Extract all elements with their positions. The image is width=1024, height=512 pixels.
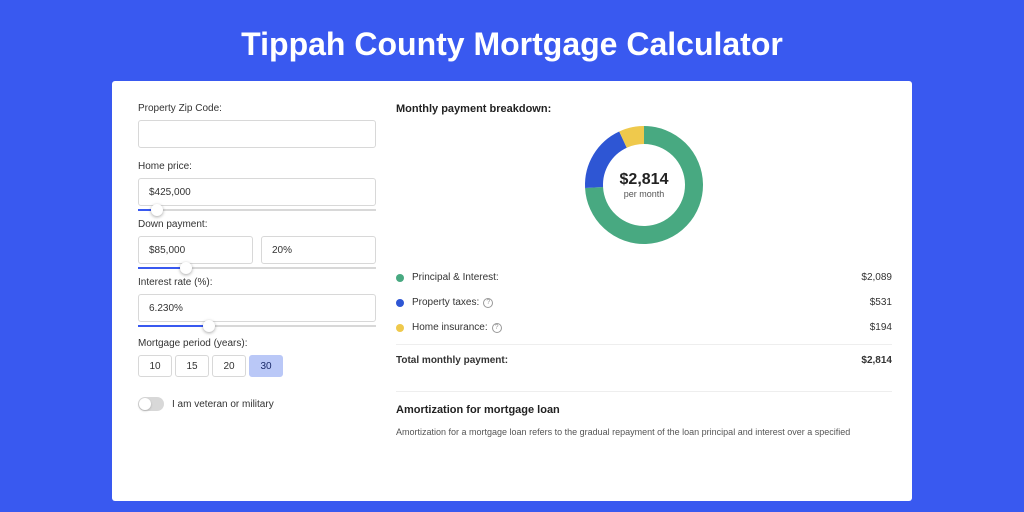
form-panel: Property Zip Code: Home price: Down paym… (138, 103, 376, 491)
down-payment-amount-input[interactable] (138, 236, 253, 264)
period-buttons: 10152030 (138, 355, 376, 377)
legend-label: Principal & Interest: (412, 272, 861, 283)
legend: Principal & Interest:$2,089Property taxe… (396, 265, 892, 340)
period-button-10[interactable]: 10 (138, 355, 172, 377)
zip-group: Property Zip Code: (138, 103, 376, 148)
period-group: Mortgage period (years): 10152030 (138, 338, 376, 377)
legend-label: Home insurance:? (412, 322, 870, 333)
amortization-text: Amortization for a mortgage loan refers … (396, 426, 892, 440)
amortization-title: Amortization for mortgage loan (396, 404, 892, 416)
legend-dot (396, 274, 404, 282)
legend-row: Home insurance:?$194 (396, 315, 892, 340)
period-button-30[interactable]: 30 (249, 355, 283, 377)
page-title: Tippah County Mortgage Calculator (0, 0, 1024, 81)
legend-row: Property taxes:?$531 (396, 290, 892, 315)
down-payment-slider[interactable] (138, 267, 376, 269)
calculator-card: Property Zip Code: Home price: Down paym… (112, 81, 912, 501)
legend-row: Principal & Interest:$2,089 (396, 265, 892, 290)
interest-rate-label: Interest rate (%): (138, 277, 376, 288)
down-payment-group: Down payment: (138, 219, 376, 264)
down-payment-label: Down payment: (138, 219, 376, 230)
interest-rate-group: Interest rate (%): (138, 277, 376, 322)
interest-rate-slider[interactable] (138, 325, 376, 327)
breakdown-title: Monthly payment breakdown: (396, 103, 892, 115)
home-price-input[interactable] (138, 178, 376, 206)
veteran-label: I am veteran or military (172, 399, 274, 410)
home-price-slider[interactable] (138, 209, 376, 211)
legend-dot (396, 299, 404, 307)
help-icon[interactable]: ? (492, 323, 502, 333)
donut-sub: per month (624, 189, 665, 199)
down-payment-percent-input[interactable] (261, 236, 376, 264)
legend-value: $2,089 (861, 272, 892, 283)
breakdown-panel: Monthly payment breakdown: $2,814 per mo… (396, 103, 892, 491)
veteran-row: I am veteran or military (138, 397, 376, 411)
veteran-toggle[interactable] (138, 397, 164, 411)
total-label: Total monthly payment: (396, 355, 861, 366)
zip-label: Property Zip Code: (138, 103, 376, 114)
legend-value: $194 (870, 322, 892, 333)
total-row: Total monthly payment: $2,814 (396, 344, 892, 373)
legend-value: $531 (870, 297, 892, 308)
zip-input[interactable] (138, 120, 376, 148)
interest-rate-input[interactable] (138, 294, 376, 322)
home-price-group: Home price: (138, 161, 376, 206)
amortization-section: Amortization for mortgage loan Amortizat… (396, 391, 892, 440)
period-button-15[interactable]: 15 (175, 355, 209, 377)
period-label: Mortgage period (years): (138, 338, 376, 349)
help-icon[interactable]: ? (483, 298, 493, 308)
donut-chart: $2,814 per month (584, 125, 704, 245)
home-price-label: Home price: (138, 161, 376, 172)
donut-amount: $2,814 (620, 171, 669, 189)
period-button-20[interactable]: 20 (212, 355, 246, 377)
legend-label: Property taxes:? (412, 297, 870, 308)
legend-dot (396, 324, 404, 332)
total-value: $2,814 (861, 355, 892, 366)
